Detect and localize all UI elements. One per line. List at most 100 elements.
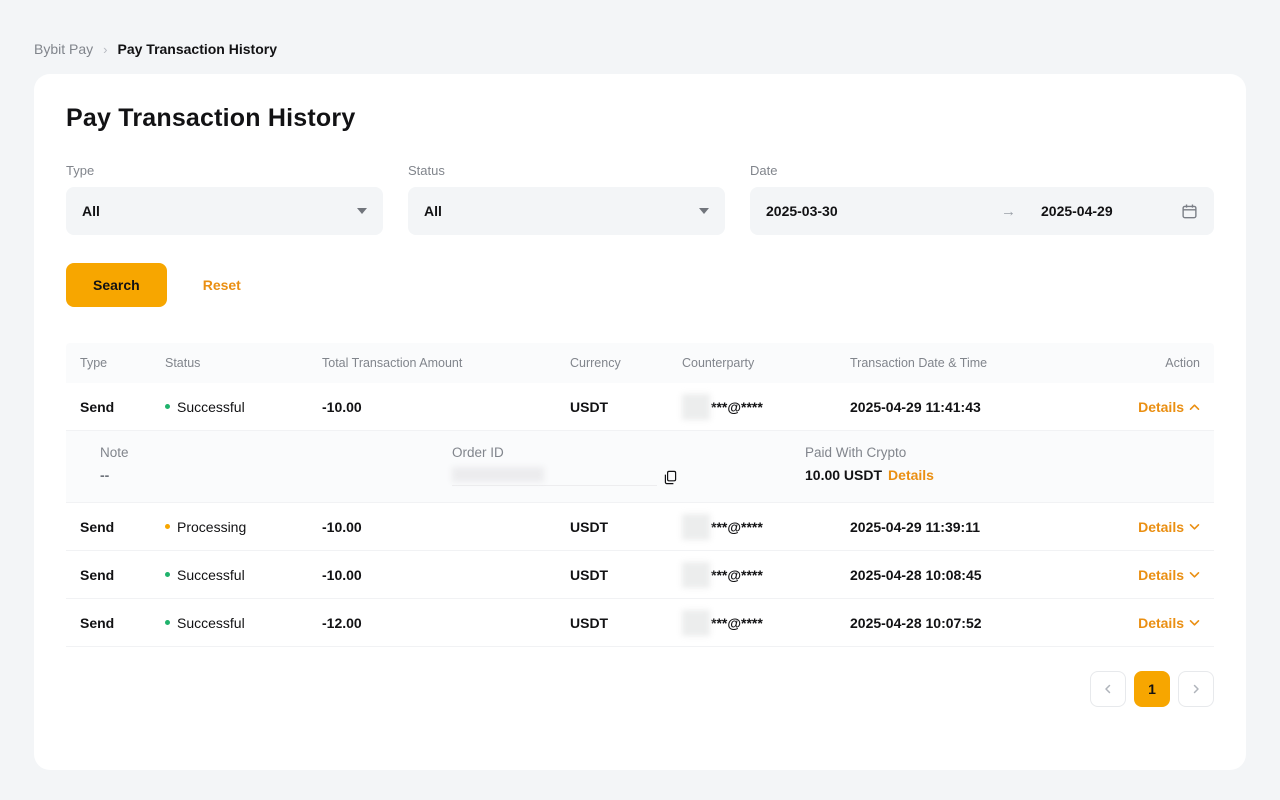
table-row: Send Successful -10.00 USDT ***@**** 202… [66,383,1214,431]
counterparty-text: ***@**** [711,399,763,415]
column-header: Type [80,356,165,370]
table-header: TypeStatusTotal Transaction AmountCurren… [66,343,1214,383]
details-toggle-link[interactable]: Details [1138,399,1200,415]
note-value: -- [100,467,452,483]
expanded-detail-panel: Note -- Order ID Paid With Crypto 10.0 [66,431,1214,503]
cell-datetime: 2025-04-28 10:07:52 [850,615,1100,631]
chevron-down-icon [357,208,367,214]
reset-button[interactable]: Reset [203,277,241,293]
cell-currency: USDT [570,567,682,583]
type-filter-label: Type [66,163,383,178]
paid-details-link[interactable]: Details [888,467,934,483]
chevron-icon [1189,523,1200,531]
status-dot-icon [165,404,170,409]
prev-page-button[interactable] [1090,671,1126,707]
date-filter-label: Date [750,163,1214,178]
paid-with-crypto-label: Paid With Crypto [805,445,1200,460]
cell-datetime: 2025-04-28 10:08:45 [850,567,1100,583]
page-number-current[interactable]: 1 [1134,671,1170,707]
chevron-icon [1189,403,1200,411]
date-end-value[interactable]: 2025-04-29 [1041,203,1181,219]
next-page-button[interactable] [1178,671,1214,707]
details-label: Details [1138,615,1184,631]
chevron-icon [1189,571,1200,579]
cell-action: Details [1100,615,1200,631]
details-toggle-link[interactable]: Details [1138,567,1200,583]
breadcrumb-parent-link[interactable]: Bybit Pay [34,41,93,57]
status-text: Successful [177,399,245,415]
column-header: Status [165,356,322,370]
date-range-picker[interactable]: 2025-03-30 → 2025-04-29 [750,187,1214,235]
cell-status: Successful [165,399,322,415]
detail-order-id: Order ID [452,445,805,486]
copy-icon[interactable] [663,470,678,485]
date-filter: Date 2025-03-30 → 2025-04-29 [750,163,1214,235]
cell-type: Send [80,615,165,631]
chevron-icon [1189,619,1200,627]
cell-status: Successful [165,567,322,583]
type-filter: Type All [66,163,383,235]
table-row: Send Processing -10.00 USDT ***@**** 202… [66,503,1214,551]
status-dot-icon [165,572,170,577]
type-select[interactable]: All [66,187,383,235]
redacted-blur [452,467,544,482]
cell-action: Details [1100,519,1200,535]
arrow-right-icon: → [1001,203,1041,220]
order-id-value-redacted [452,467,657,486]
note-label: Note [100,445,452,460]
chevron-down-icon [699,208,709,214]
cell-amount: -10.00 [322,567,570,583]
table-body: Send Successful -10.00 USDT ***@**** 202… [66,383,1214,647]
redacted-blur [682,394,710,420]
search-button[interactable]: Search [66,263,167,307]
cell-type: Send [80,519,165,535]
column-header: Counterparty [682,356,850,370]
cell-counterparty: ***@**** [682,562,850,588]
paid-with-crypto-value: 10.00 USDT [805,467,882,483]
search-actions: Search Reset [66,263,1214,307]
calendar-icon [1181,203,1198,220]
counterparty-text: ***@**** [711,615,763,631]
page-title: Pay Transaction History [66,104,1214,133]
breadcrumb: Bybit Pay › Pay Transaction History [0,0,1280,74]
status-text: Processing [177,519,246,535]
cell-amount: -12.00 [322,615,570,631]
status-filter: Status All [408,163,725,235]
cell-currency: USDT [570,615,682,631]
cell-datetime: 2025-04-29 11:41:43 [850,399,1100,415]
redacted-blur [682,514,710,540]
details-toggle-link[interactable]: Details [1138,519,1200,535]
cell-action: Details [1100,567,1200,583]
column-header: Currency [570,356,682,370]
status-text: Successful [177,567,245,583]
pagination: 1 [66,647,1214,707]
details-toggle-link[interactable]: Details [1138,615,1200,631]
status-filter-label: Status [408,163,725,178]
cell-type: Send [80,567,165,583]
table-row: Send Successful -10.00 USDT ***@**** 202… [66,551,1214,599]
details-label: Details [1138,519,1184,535]
status-select-value: All [424,203,442,219]
column-header: Action [1100,356,1200,370]
date-start-value[interactable]: 2025-03-30 [766,203,1001,219]
column-header: Transaction Date & Time [850,356,1100,370]
status-dot-icon [165,620,170,625]
redacted-blur [682,610,710,636]
cell-counterparty: ***@**** [682,394,850,420]
cell-currency: USDT [570,519,682,535]
cell-amount: -10.00 [322,399,570,415]
status-dot-icon [165,524,170,529]
status-select[interactable]: All [408,187,725,235]
cell-currency: USDT [570,399,682,415]
column-header: Total Transaction Amount [322,356,570,370]
cell-counterparty: ***@**** [682,514,850,540]
cell-amount: -10.00 [322,519,570,535]
details-label: Details [1138,399,1184,415]
type-select-value: All [82,203,100,219]
breadcrumb-current: Pay Transaction History [117,41,277,57]
breadcrumb-separator-icon: › [103,42,107,57]
counterparty-text: ***@**** [711,567,763,583]
cell-type: Send [80,399,165,415]
detail-paid-with-crypto: Paid With Crypto 10.00 USDT Details [805,445,1200,486]
detail-note: Note -- [100,445,452,486]
